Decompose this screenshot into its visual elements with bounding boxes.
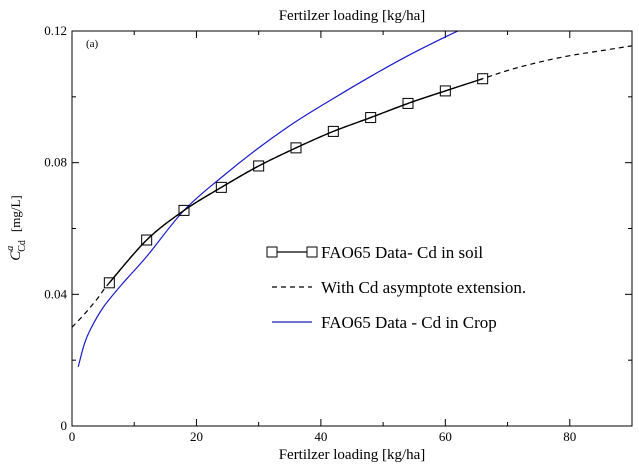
data-point-marker — [365, 112, 377, 124]
series-line-1 — [72, 45, 632, 328]
legend-marker-soil-right — [306, 246, 318, 258]
legend-label-crop: FAO65 Data - Cd in Crop — [321, 313, 497, 332]
x-tick-label: 60 — [439, 429, 452, 444]
y-axis-symbol: C — [8, 250, 24, 261]
series-layer — [72, 31, 632, 367]
y-tick-label: 0.08 — [44, 155, 67, 170]
y-axis-subscript: Cd — [17, 240, 28, 252]
data-point-marker — [215, 181, 227, 193]
legend-label-soil: FAO65 Data- Cd in soil — [321, 243, 483, 262]
data-point-marker — [103, 277, 115, 289]
y-tick-label: 0.04 — [44, 286, 67, 301]
legend-marker-soil-left — [266, 246, 278, 258]
series-line-2 — [77, 31, 460, 367]
legend-label-asymptote: With Cd asymptote extension. — [321, 278, 526, 297]
series-line-0 — [108, 78, 483, 284]
svg-text:CaCd[mg/L]: CaCd [mg/L] — [5, 195, 28, 261]
data-point-marker — [327, 125, 339, 137]
panel-label: (a) — [86, 38, 99, 50]
x-tick-label: 40 — [314, 429, 327, 444]
data-point-marker — [439, 85, 451, 97]
y-tick-label: 0 — [61, 418, 68, 433]
data-point-marker — [477, 73, 489, 85]
data-point-marker — [178, 204, 190, 216]
y-axis-superscript: a — [5, 246, 16, 251]
x-tick-label: 80 — [563, 429, 576, 444]
data-point-marker — [290, 142, 302, 154]
data-point-marker — [402, 97, 414, 109]
x-tick-label: 0 — [69, 429, 76, 444]
data-point-marker — [141, 234, 153, 246]
legend-entry-crop: FAO65 Data - Cd in Crop — [272, 313, 497, 332]
x-tick-label: 20 — [190, 429, 203, 444]
x-axis-title: Fertilzer loading [kg/ha] — [279, 447, 426, 463]
y-tick-label: 0.12 — [44, 23, 67, 38]
legend-entry-asymptote: With Cd asymptote extension. — [272, 278, 526, 297]
legend-entry-soil: FAO65 Data- Cd in soil — [266, 243, 483, 262]
chart-title: Fertilzer loading [kg/ha] — [279, 8, 426, 24]
plot-frame — [71, 30, 633, 427]
y-axis-unit: [mg/L] — [8, 195, 23, 232]
data-point-marker — [253, 160, 265, 172]
y-axis-title: CaCd [mg/L] — [5, 195, 28, 261]
legend: FAO65 Data- Cd in soil With Cd asymptote… — [266, 243, 526, 332]
axis-ticks: 0 20 40 60 80 0 0.04 0.08 0.12 — [44, 23, 633, 444]
